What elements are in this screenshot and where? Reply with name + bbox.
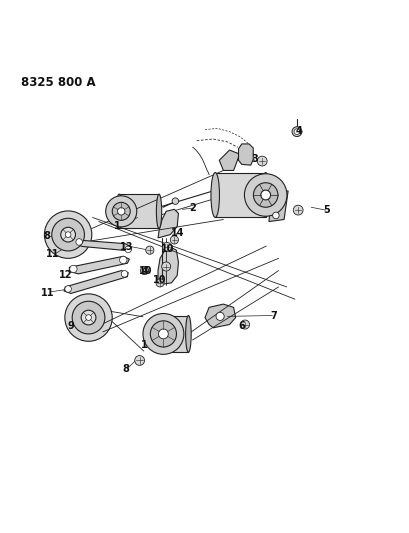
Text: 8325 800 A: 8325 800 A — [21, 77, 96, 90]
Circle shape — [291, 127, 301, 136]
Text: 6: 6 — [238, 321, 245, 331]
Text: 2: 2 — [189, 203, 196, 213]
Polygon shape — [215, 173, 265, 217]
Circle shape — [170, 236, 178, 244]
Circle shape — [293, 129, 299, 134]
Text: 4: 4 — [141, 265, 148, 276]
Text: 11: 11 — [41, 288, 54, 298]
Text: 4: 4 — [295, 126, 301, 136]
Text: 10: 10 — [160, 244, 174, 254]
Text: 8: 8 — [121, 365, 128, 375]
Polygon shape — [69, 256, 129, 274]
Text: 8: 8 — [43, 231, 50, 241]
Text: 1: 1 — [113, 221, 120, 231]
Text: 3: 3 — [251, 155, 258, 165]
Circle shape — [76, 239, 82, 245]
Ellipse shape — [116, 194, 122, 229]
Circle shape — [155, 279, 164, 287]
Circle shape — [85, 314, 91, 320]
Text: 10: 10 — [153, 274, 166, 285]
Circle shape — [272, 212, 279, 219]
Text: 1: 1 — [141, 340, 148, 350]
Circle shape — [44, 211, 92, 259]
Polygon shape — [64, 271, 128, 294]
Polygon shape — [238, 144, 253, 165]
Text: 9: 9 — [67, 321, 74, 331]
Circle shape — [143, 313, 183, 354]
Ellipse shape — [261, 173, 269, 217]
Circle shape — [244, 174, 286, 216]
Polygon shape — [157, 316, 188, 352]
Circle shape — [125, 246, 131, 253]
Circle shape — [65, 286, 71, 292]
Circle shape — [117, 208, 125, 215]
Text: 12: 12 — [59, 270, 73, 280]
Polygon shape — [157, 248, 178, 285]
Circle shape — [72, 301, 105, 334]
Circle shape — [292, 205, 302, 215]
Circle shape — [253, 183, 277, 207]
Circle shape — [260, 190, 270, 200]
Ellipse shape — [156, 194, 161, 229]
Circle shape — [121, 271, 128, 277]
Circle shape — [216, 312, 224, 320]
Circle shape — [135, 356, 144, 366]
Text: 7: 7 — [270, 311, 276, 321]
Circle shape — [106, 196, 137, 227]
Circle shape — [112, 203, 130, 220]
Ellipse shape — [185, 316, 191, 352]
Circle shape — [158, 329, 168, 339]
Circle shape — [81, 310, 96, 325]
Ellipse shape — [211, 173, 219, 217]
Circle shape — [145, 246, 153, 254]
Polygon shape — [157, 209, 178, 238]
Text: 13: 13 — [119, 242, 133, 252]
Circle shape — [61, 227, 75, 242]
Circle shape — [70, 265, 77, 272]
Circle shape — [52, 219, 84, 251]
Text: 14: 14 — [170, 228, 184, 238]
Text: 5: 5 — [323, 205, 329, 215]
Polygon shape — [75, 240, 131, 251]
Text: 11: 11 — [46, 249, 59, 259]
Circle shape — [161, 262, 170, 271]
Polygon shape — [119, 194, 159, 229]
Circle shape — [150, 321, 176, 347]
Circle shape — [162, 243, 171, 252]
Polygon shape — [268, 191, 288, 222]
Circle shape — [65, 232, 71, 238]
Polygon shape — [219, 150, 239, 171]
Circle shape — [140, 266, 148, 274]
Circle shape — [240, 320, 249, 329]
Circle shape — [65, 294, 112, 341]
Text: 10: 10 — [139, 265, 152, 276]
Polygon shape — [204, 304, 235, 328]
Circle shape — [119, 256, 127, 264]
Circle shape — [257, 156, 266, 166]
Circle shape — [172, 198, 178, 204]
